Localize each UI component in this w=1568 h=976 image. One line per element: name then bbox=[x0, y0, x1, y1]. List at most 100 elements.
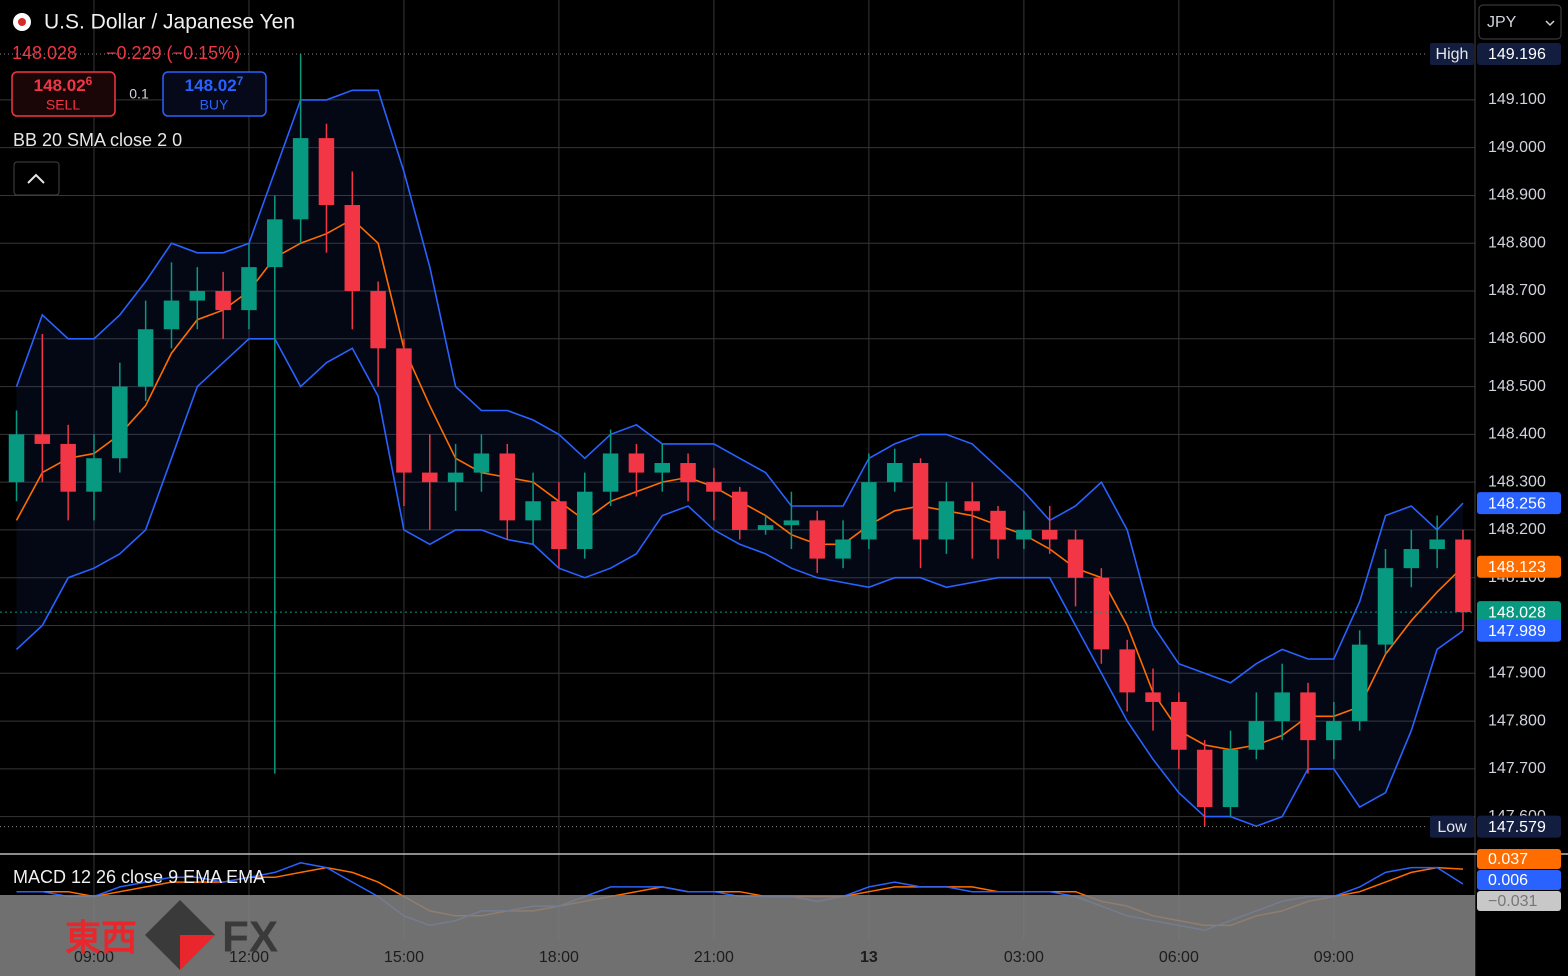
candle-body bbox=[964, 501, 980, 511]
y-tick-label: 148.800 bbox=[1488, 234, 1546, 251]
candle-body bbox=[551, 501, 567, 550]
candle-body bbox=[473, 453, 490, 473]
candle-body bbox=[861, 482, 877, 540]
macd-tag bbox=[1477, 870, 1561, 890]
candle-body bbox=[1455, 539, 1471, 613]
candle-body bbox=[1222, 749, 1239, 808]
x-tick-label: 12:00 bbox=[229, 949, 269, 966]
sell-price: 148.026 bbox=[34, 74, 93, 95]
collapse-button[interactable] bbox=[13, 161, 60, 196]
candle-body bbox=[602, 453, 619, 492]
y-tick-label: 147.800 bbox=[1488, 712, 1546, 729]
candle-body bbox=[112, 386, 128, 459]
sell-price-main: 148.02 bbox=[34, 76, 86, 95]
candle-body bbox=[215, 291, 231, 311]
spread: 0.1 bbox=[129, 86, 149, 102]
flag-icon-dot bbox=[18, 18, 26, 26]
y-tick-label: 148.900 bbox=[1488, 187, 1546, 204]
candle-body bbox=[267, 219, 283, 268]
x-tick-label: 09:00 bbox=[74, 949, 114, 966]
candle-body bbox=[990, 510, 1006, 540]
watermark-logo-red bbox=[180, 935, 215, 970]
header: U.S. Dollar / Japanese Yen 148.028 −0.22… bbox=[11, 4, 1562, 196]
price-tag bbox=[1477, 555, 1561, 578]
candle-body bbox=[912, 463, 929, 540]
extreme-caption-box bbox=[1430, 42, 1474, 65]
candle-body bbox=[396, 348, 412, 473]
candle-body bbox=[654, 463, 670, 473]
x-tick-label: 06:00 bbox=[1159, 949, 1199, 966]
candle-body bbox=[344, 204, 361, 292]
sell-button[interactable] bbox=[11, 71, 116, 117]
candle-body bbox=[318, 138, 335, 205]
price-tag-label: 147.989 bbox=[1488, 623, 1546, 640]
candle-body bbox=[163, 300, 180, 330]
candle-body bbox=[60, 443, 76, 492]
last-price: 148.028 bbox=[12, 43, 77, 63]
buy-button[interactable] bbox=[162, 71, 267, 117]
candle-body bbox=[577, 491, 593, 550]
dropdown-arrow bbox=[1545, 20, 1555, 27]
candle-body bbox=[1171, 701, 1187, 750]
watermark-right: FX bbox=[222, 913, 278, 962]
candle-body bbox=[422, 472, 438, 483]
macd-tag-label: −0.031 bbox=[1488, 893, 1537, 910]
y-tick-label: 148.400 bbox=[1488, 426, 1546, 443]
price-tag-label: 148.028 bbox=[1488, 604, 1546, 621]
candle-body bbox=[1300, 692, 1316, 741]
sell-pip: 6 bbox=[86, 74, 93, 88]
x-tick-label: 15:00 bbox=[384, 949, 424, 966]
y-tick-label: 149.000 bbox=[1488, 139, 1546, 156]
candle-body bbox=[783, 520, 800, 526]
candle-body bbox=[447, 472, 464, 483]
candle-body bbox=[189, 291, 206, 301]
candle-body bbox=[835, 539, 851, 559]
bb-upper-line bbox=[15, 89, 1464, 684]
y-tick-label: 148.700 bbox=[1488, 282, 1546, 299]
candle-body bbox=[1041, 529, 1058, 540]
macd-tag-label: 0.037 bbox=[1488, 851, 1528, 868]
currency-dropdown[interactable] bbox=[1478, 4, 1562, 40]
candle-body bbox=[1248, 721, 1265, 750]
price-change: −0.229 (−0.15%) bbox=[106, 43, 240, 63]
price-tag-label: 147.579 bbox=[1488, 819, 1546, 836]
price-tag-label: 148.256 bbox=[1488, 495, 1546, 512]
candle-body bbox=[1351, 644, 1368, 722]
buy-label: BUY bbox=[200, 97, 229, 113]
extreme-caption-box bbox=[1430, 815, 1474, 838]
candle-body bbox=[1196, 749, 1213, 808]
y-tick-label: 148.600 bbox=[1488, 330, 1546, 347]
buy-price-main: 148.02 bbox=[185, 76, 237, 95]
y-tick-label: 148.200 bbox=[1488, 521, 1546, 538]
candle-body bbox=[1016, 529, 1032, 540]
candle-body bbox=[1429, 539, 1445, 550]
candle-body bbox=[370, 291, 386, 349]
candle-body bbox=[1119, 649, 1135, 693]
candle-body bbox=[1326, 721, 1342, 741]
x-tick-label: 03:00 bbox=[1004, 949, 1044, 966]
candle-body bbox=[1067, 539, 1084, 578]
price-tag-label: 149.196 bbox=[1488, 46, 1546, 63]
candle-body bbox=[499, 453, 516, 521]
y-tick-label: 147.700 bbox=[1488, 760, 1546, 777]
candle-body bbox=[525, 501, 541, 521]
chevron-icon bbox=[27, 173, 45, 184]
candle-body bbox=[809, 520, 825, 559]
candle-body bbox=[1145, 692, 1161, 702]
currency-label: JPY bbox=[1487, 14, 1517, 31]
candle-body bbox=[1274, 692, 1290, 722]
extreme-caption: High bbox=[1436, 46, 1469, 63]
candle-body bbox=[137, 329, 154, 387]
candle-body bbox=[706, 482, 722, 492]
x-tick-label: 18:00 bbox=[539, 949, 579, 966]
candle-body bbox=[680, 463, 696, 483]
x-tick-label: 09:00 bbox=[1314, 949, 1354, 966]
y-tick-label: 147.900 bbox=[1488, 665, 1546, 682]
candle-body bbox=[628, 453, 645, 473]
candle-body bbox=[34, 434, 51, 444]
bb-lower-line bbox=[15, 338, 1464, 828]
watermark-left: 東西 bbox=[65, 918, 137, 959]
